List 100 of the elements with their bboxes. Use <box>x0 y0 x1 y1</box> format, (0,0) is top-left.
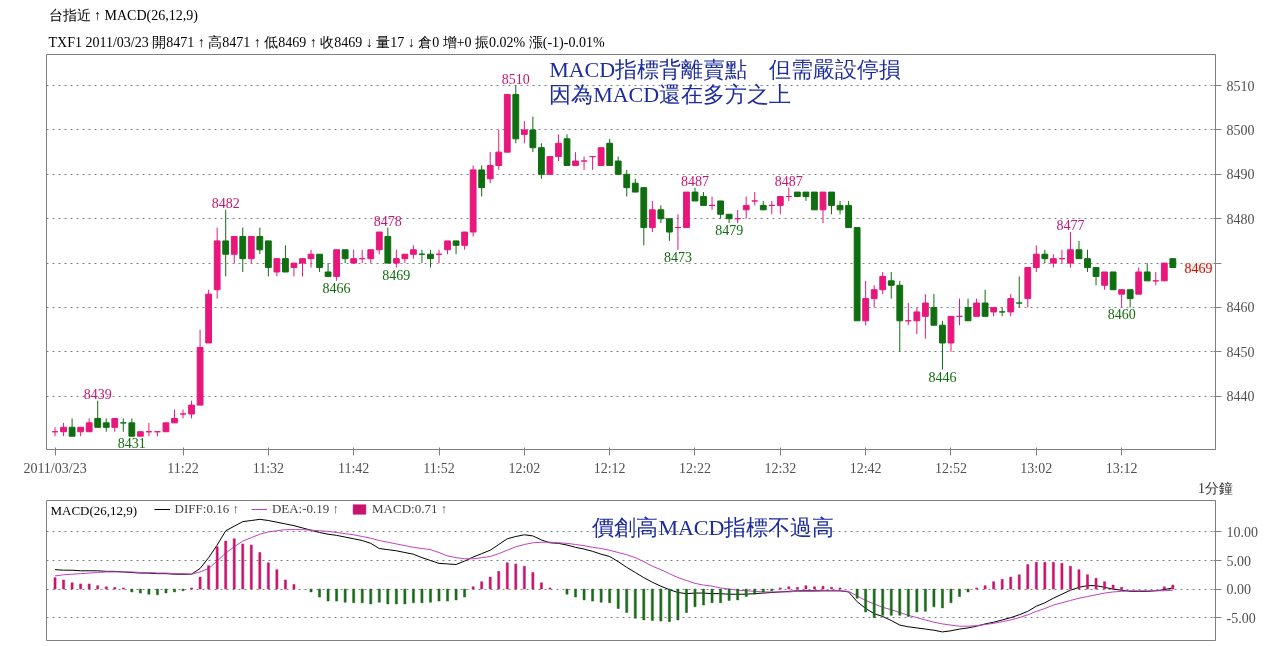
bar <box>1034 561 1038 590</box>
bar <box>821 585 825 590</box>
bar <box>907 588 910 617</box>
bar <box>1000 579 1004 590</box>
candlestick <box>1135 267 1143 295</box>
bar <box>292 584 296 590</box>
x-tick-label: 2011/03/23 <box>23 460 87 476</box>
candlestick <box>1015 275 1023 308</box>
bar <box>267 562 270 590</box>
bar <box>207 565 210 590</box>
candlestick <box>1032 244 1040 273</box>
annotation: 因為MACD還在多方之上 <box>549 81 792 107</box>
bar <box>1017 574 1021 590</box>
annotation: 8482 <box>211 195 240 211</box>
bar <box>377 588 381 603</box>
bar <box>642 588 646 621</box>
chart-title: 台指近 ↑ MACD(26,12,9) <box>48 7 199 24</box>
bar <box>924 588 927 612</box>
bar <box>855 588 859 599</box>
bar <box>1043 561 1047 590</box>
bar <box>326 588 330 602</box>
candlestick <box>68 417 76 437</box>
bar <box>198 576 202 590</box>
bar <box>360 588 364 604</box>
candlestick <box>230 235 238 264</box>
annotation: 8469 <box>1184 260 1213 276</box>
candlestick <box>1067 231 1074 269</box>
candlestick <box>247 235 255 264</box>
bar <box>139 588 142 594</box>
bar <box>1162 586 1166 590</box>
candlestick <box>921 293 929 340</box>
bar <box>710 588 714 604</box>
annotation: 8487 <box>774 173 803 189</box>
bar <box>523 565 526 590</box>
candlestick <box>930 293 938 326</box>
bar <box>335 588 338 602</box>
bar <box>693 588 697 608</box>
bar <box>62 579 65 590</box>
bar <box>1111 584 1115 590</box>
x-tick-label: 11:22 <box>167 460 199 476</box>
candlestick <box>520 120 528 144</box>
bar <box>318 588 321 598</box>
bar <box>386 588 390 605</box>
annotation: 8510 <box>501 71 530 87</box>
bar <box>96 585 100 590</box>
bar <box>864 588 867 613</box>
x-axis-title: 1分鐘 <box>1198 480 1233 496</box>
candlestick <box>606 138 614 166</box>
bar <box>224 540 228 590</box>
candlestick <box>119 417 127 433</box>
legend-label: DIFF:0.16 ↑ <box>174 501 239 517</box>
bar <box>574 588 577 598</box>
bar <box>949 588 953 604</box>
y-tick-label: 8480 <box>1226 211 1255 227</box>
bar <box>437 588 441 602</box>
bar <box>889 588 893 616</box>
x-tick-label: 11:52 <box>423 460 455 476</box>
bar <box>1086 574 1089 590</box>
bar <box>147 588 151 595</box>
candlestick <box>324 262 332 277</box>
bar <box>1009 576 1013 590</box>
bar <box>1077 569 1081 590</box>
bar <box>761 588 765 593</box>
candlestick <box>648 200 656 233</box>
bar <box>727 588 731 601</box>
bar <box>685 588 688 613</box>
bar <box>352 588 355 604</box>
bar <box>591 588 594 602</box>
bar <box>1171 584 1175 590</box>
candlestick <box>179 409 187 419</box>
x-tick-label: 12:52 <box>935 460 967 476</box>
annotation: 8439 <box>83 386 112 402</box>
bar <box>412 588 415 604</box>
x-tick-label: 13:02 <box>1020 460 1053 476</box>
chart-title: MACD(26,12,9) <box>50 502 138 518</box>
bar <box>787 586 791 590</box>
candlestick <box>529 116 537 153</box>
bar <box>898 588 902 616</box>
bar <box>215 546 219 590</box>
y-tick-label: 8450 <box>1226 344 1255 360</box>
bar <box>616 588 620 609</box>
candlestick <box>375 231 383 255</box>
y-tick-label: -5.00 <box>1226 610 1256 626</box>
bar <box>471 586 475 590</box>
x-tick-label: 13:12 <box>1105 460 1138 476</box>
bar <box>958 588 961 597</box>
bar <box>284 579 287 590</box>
bar <box>454 588 458 601</box>
bar <box>429 588 432 603</box>
bar <box>70 582 74 590</box>
y-tick-label: 8460 <box>1226 300 1255 316</box>
bar <box>1060 563 1064 590</box>
bar <box>608 588 611 604</box>
bar <box>505 562 509 590</box>
candlestick <box>282 244 289 273</box>
bar <box>1052 561 1055 590</box>
candlestick <box>580 156 588 171</box>
x-tick-label: 11:32 <box>252 460 285 476</box>
bar <box>232 538 236 590</box>
annotation: MACD指標背離賣點 但需嚴設停損 <box>549 56 902 82</box>
